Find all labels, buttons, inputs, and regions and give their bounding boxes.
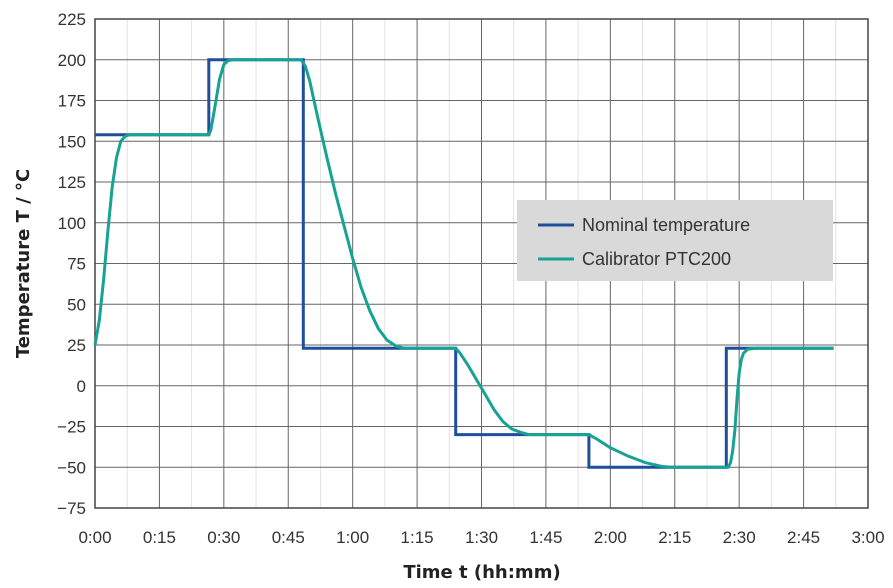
y-tick-label: 150 — [58, 132, 86, 151]
y-tick-label: 200 — [58, 51, 86, 70]
y-tick-label: 75 — [67, 255, 86, 274]
y-tick-labels: −75 −50 −25 0 25 50 75 100 125 150 175 200 225 — [57, 10, 86, 518]
y-axis-title: Temperature T / °C — [13, 169, 34, 358]
y-tick-label: −75 — [57, 499, 86, 518]
x-tick-label: 2:15 — [658, 528, 691, 547]
x-tick-label: 2:00 — [594, 528, 627, 547]
x-tick-label: 3:00 — [851, 528, 884, 547]
legend: Nominal temperature Calibrator PTC200 — [517, 200, 833, 281]
x-tick-label: 1:00 — [336, 528, 369, 547]
x-tick-label: 1:15 — [401, 528, 434, 547]
series-line-calibrator — [93, 58, 834, 469]
y-tick-label: 125 — [58, 173, 86, 192]
y-tick-label: 50 — [67, 295, 86, 314]
y-tick-label: 0 — [77, 377, 86, 396]
x-tick-label: 0:15 — [143, 528, 176, 547]
y-tick-label: 175 — [58, 92, 86, 111]
plot-frame — [94, 18, 869, 509]
y-tick-label: 25 — [67, 336, 86, 355]
y-tick-label: −50 — [57, 458, 86, 477]
legend-label-nominal: Nominal temperature — [582, 215, 750, 235]
x-tick-label: 1:45 — [529, 528, 562, 547]
x-tick-labels: 0:00 0:15 0:30 0:45 1:00 1:15 1:30 1:45 2:00 2:15… — [78, 528, 884, 547]
x-tick-label: 0:30 — [207, 528, 240, 547]
series-line-nominal — [95, 58, 834, 469]
x-axis-title: Time t (hh:mm) — [403, 562, 560, 583]
x-tick-label: 0:45 — [272, 528, 305, 547]
y-tick-label: 225 — [58, 10, 86, 29]
x-tick-label: 2:45 — [787, 528, 820, 547]
x-tick-label: 1:30 — [465, 528, 498, 547]
series-lines — [93, 58, 834, 469]
legend-label-calibrator: Calibrator PTC200 — [582, 249, 731, 269]
legend-box — [517, 200, 833, 281]
y-tick-label: 100 — [58, 214, 86, 233]
x-tick-label: 2:30 — [723, 528, 756, 547]
y-tick-label: −25 — [57, 418, 86, 437]
x-tick-label: 0:00 — [78, 528, 111, 547]
